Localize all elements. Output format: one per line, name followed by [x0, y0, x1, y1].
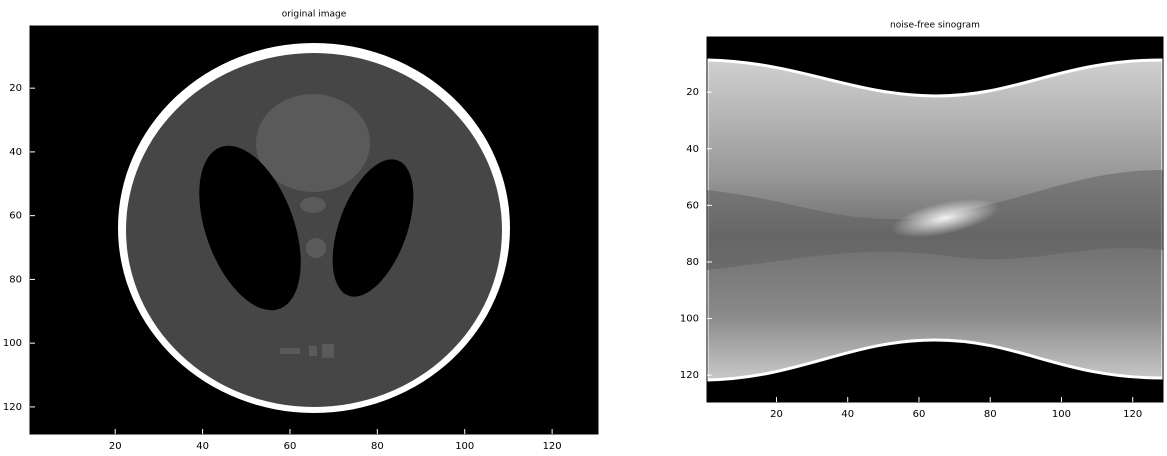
- y-tick-label: 20: [686, 87, 699, 98]
- x-tick-label: 100: [455, 441, 474, 452]
- y-tick-label: 120: [680, 370, 699, 381]
- y-tick-label: 80: [9, 274, 22, 285]
- y-tick-label: 20: [9, 83, 22, 94]
- x-tick-label: 40: [841, 409, 854, 420]
- figure: original image 20 40 60 80 100 120 20 40 60 80 100 1…: [0, 0, 1167, 452]
- y-tick-label: 40: [686, 144, 699, 155]
- chart-title: original image: [282, 10, 347, 20]
- x-tick-label: 120: [1123, 409, 1142, 420]
- y-tick-label: 40: [9, 147, 22, 158]
- y-tick-label: 60: [9, 211, 22, 222]
- x-tick-label: 120: [543, 441, 562, 452]
- x-tick-label: 60: [913, 409, 926, 420]
- phantom-image: [30, 26, 598, 434]
- x-tick-label: 100: [1052, 409, 1071, 420]
- y-tick-label: 120: [3, 402, 22, 413]
- x-tick-label: 80: [371, 441, 384, 452]
- y-tick-label: 80: [686, 257, 699, 268]
- x-tick-label: 20: [109, 441, 122, 452]
- x-tick-label: 80: [984, 409, 997, 420]
- x-tick-label: 40: [196, 441, 209, 452]
- y-tick-label: 60: [686, 200, 699, 211]
- sinogram-image: [707, 37, 1163, 402]
- x-tick-label: 60: [284, 441, 297, 452]
- y-tick-label: 100: [3, 338, 22, 349]
- chart-title: noise-free sinogram: [890, 21, 980, 31]
- y-tick-label: 100: [680, 314, 699, 325]
- x-tick-label: 20: [770, 409, 783, 420]
